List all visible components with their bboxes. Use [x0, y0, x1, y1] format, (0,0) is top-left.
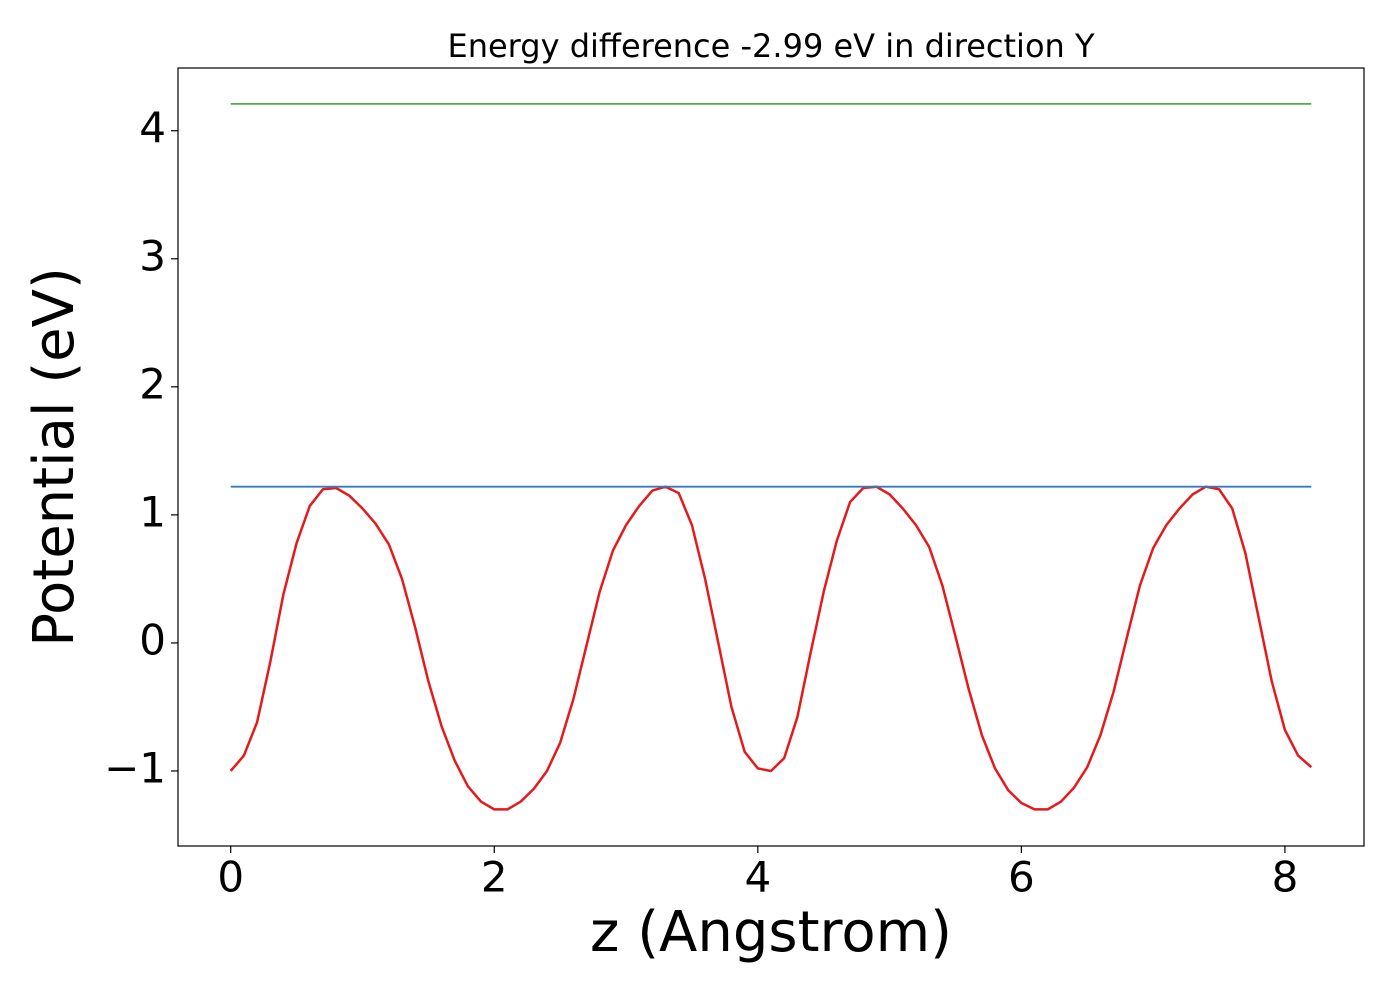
y-tick-label: 3: [139, 231, 166, 280]
plot-frame: [177, 67, 1365, 847]
x-tick-label: 4: [744, 853, 771, 902]
x-tick-label: 0: [217, 853, 244, 902]
y-tick-label: 2: [139, 359, 166, 408]
x-axis-label: z (Angstrom): [590, 900, 952, 965]
chart-title: Energy difference -2.99 eV in direction …: [447, 27, 1094, 65]
y-tick-label: 0: [139, 615, 166, 664]
line: [229, 485, 1313, 811]
y-tick-label: −1: [104, 743, 166, 792]
x-tick-label: 8: [1272, 853, 1299, 902]
x-tick-label: 6: [1008, 853, 1035, 902]
y-tick-label: 1: [139, 487, 166, 536]
x-tick-label: 2: [481, 853, 508, 902]
y-tick-label: 4: [139, 103, 166, 152]
y-axis-label: Potential (eV): [22, 267, 87, 647]
